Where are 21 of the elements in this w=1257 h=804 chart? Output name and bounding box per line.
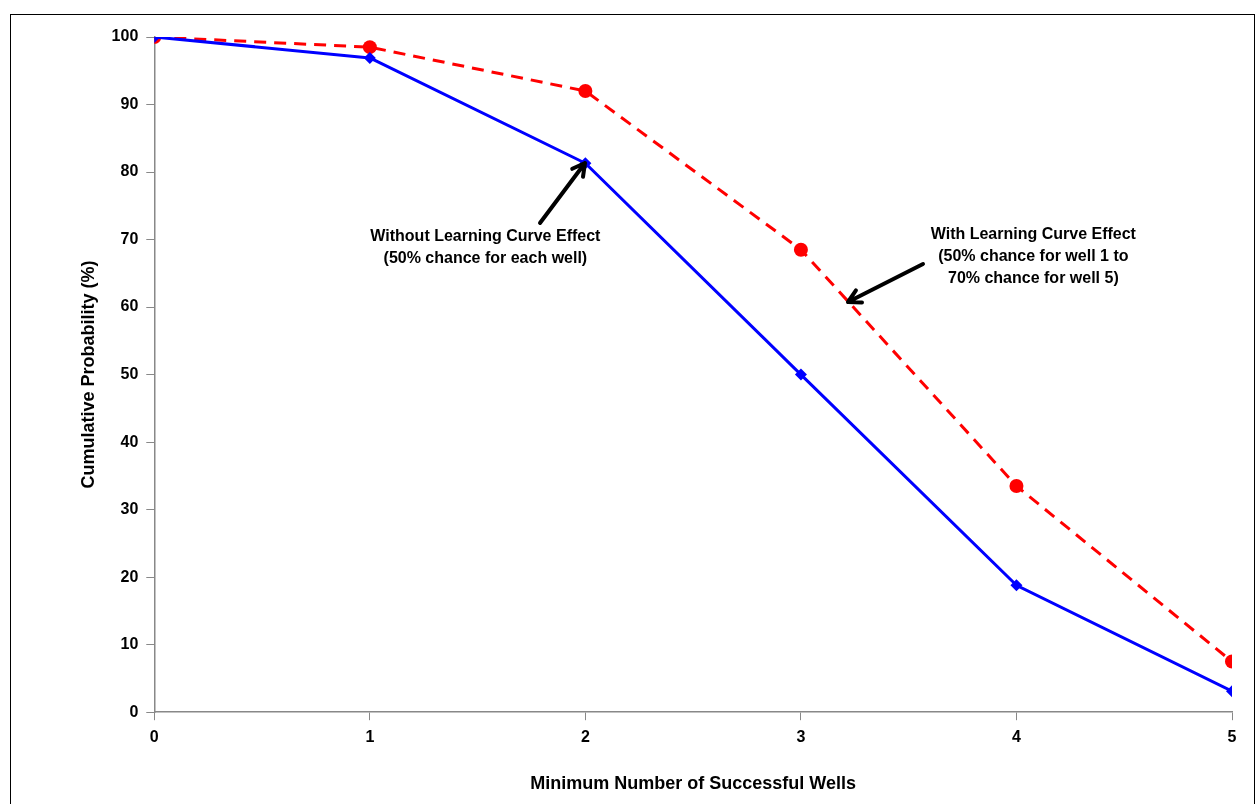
y-tick-label: 30 — [120, 500, 139, 518]
x-tick-label: 3 — [796, 728, 806, 746]
y-tick-label: 80 — [120, 162, 139, 180]
y-tick-label: 10 — [120, 635, 139, 653]
y-tick-label: 100 — [111, 27, 139, 45]
x-tick-label: 1 — [365, 728, 375, 746]
x-tick-label: 0 — [149, 728, 159, 746]
y-tick-label: 0 — [129, 702, 139, 720]
y-tick-label: 60 — [120, 297, 139, 315]
x-tick-label: 5 — [1227, 728, 1237, 746]
x-tick-label: 4 — [1012, 728, 1022, 746]
x-axis-title: Minimum Number of Successful Wells — [530, 773, 857, 794]
y-tick-label: 90 — [120, 94, 139, 112]
y-tick-label: 50 — [120, 365, 139, 383]
y-tick-label: 20 — [120, 567, 139, 585]
x-tick-label: 2 — [580, 728, 590, 746]
y-axis-title: Cumulative Probability (%) — [77, 260, 98, 489]
annotation: Without Learning Curve Effect (50% chance for each well) — [370, 226, 602, 266]
y-tick-label: 70 — [120, 229, 139, 247]
y-tick-label: 40 — [120, 432, 139, 450]
annotation: With Learning Curve Effect (50% chance for well 1 to 70% chance for well 5) — [930, 225, 1137, 287]
